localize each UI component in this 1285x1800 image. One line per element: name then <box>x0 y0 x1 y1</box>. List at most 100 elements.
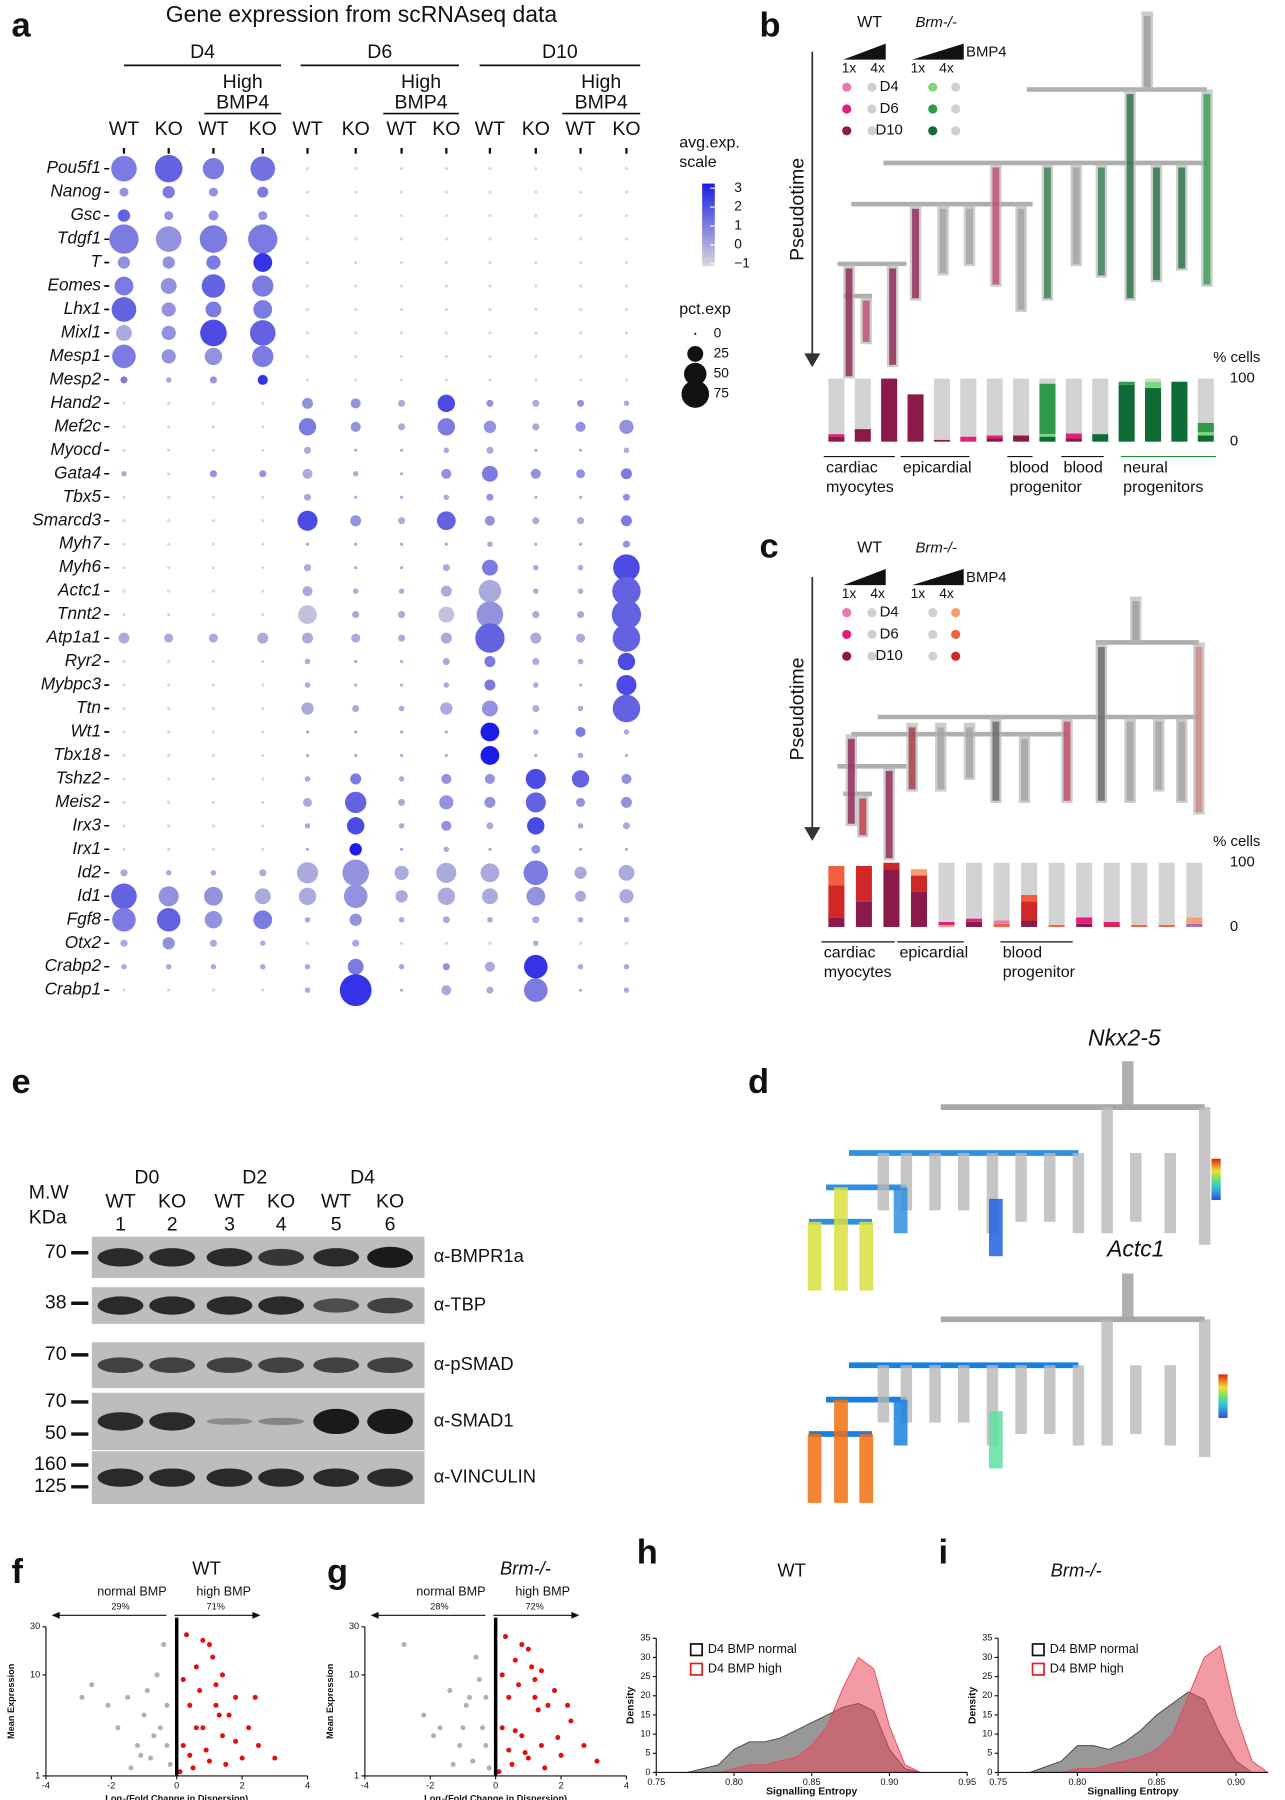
point <box>128 1765 134 1771</box>
bar-segment <box>960 436 977 442</box>
gene-label: Tshz2 <box>56 767 102 787</box>
point <box>210 1654 216 1660</box>
dot <box>167 495 171 499</box>
bar-segment <box>1048 925 1065 927</box>
tree-cells <box>1063 721 1071 801</box>
lane-label: 1 <box>115 1213 126 1235</box>
genotype-label: WT <box>321 1190 351 1212</box>
point <box>535 1707 541 1713</box>
dot <box>253 300 273 319</box>
tree-branch <box>1044 1152 1056 1222</box>
dot <box>620 796 632 808</box>
blot-band <box>206 1468 253 1487</box>
dot <box>534 237 538 241</box>
dot <box>578 495 583 499</box>
dot <box>624 847 629 851</box>
legend-dose: 1x <box>842 60 857 75</box>
antibody-label: α-TBP <box>434 1293 486 1314</box>
dot <box>161 325 176 341</box>
dot <box>578 237 583 241</box>
x-tick-label: 0.75 <box>647 1777 665 1787</box>
dot <box>575 726 586 738</box>
bar-segment <box>883 862 900 870</box>
dot <box>122 706 126 711</box>
y-tick-label: 0 <box>987 1767 992 1777</box>
y-axis-label: % cells <box>1213 834 1260 850</box>
dot <box>211 613 216 617</box>
point <box>89 1682 95 1688</box>
subgroup-label: BMP4 <box>395 91 448 113</box>
tree-cells <box>1178 721 1186 801</box>
density-area <box>687 1656 921 1773</box>
legend-label: D4 BMP high <box>1050 1662 1124 1676</box>
dot <box>398 399 406 407</box>
legend-dot <box>867 82 877 92</box>
tree-branch <box>1198 1107 1211 1245</box>
dot <box>524 978 548 1002</box>
dot <box>167 613 171 617</box>
point <box>151 1733 157 1739</box>
gene-label: Mixl1 <box>61 321 101 341</box>
dot <box>261 401 265 405</box>
dot <box>354 307 358 312</box>
bar-segment <box>1144 378 1162 382</box>
dot <box>578 683 583 687</box>
bar-segment <box>1103 862 1120 922</box>
dot <box>623 963 630 970</box>
bar-segment <box>828 378 845 435</box>
column-label: KO <box>612 118 640 140</box>
point <box>255 1742 261 1749</box>
dot <box>440 585 452 597</box>
tree-branch <box>1122 1273 1134 1320</box>
x-tick-label: 2 <box>240 1781 245 1791</box>
dot <box>444 542 448 546</box>
dot <box>443 447 450 454</box>
dot <box>486 399 494 407</box>
dot <box>623 400 630 407</box>
bar-segment <box>1131 862 1148 926</box>
legend-title: pct.exp <box>679 300 731 318</box>
bar-segment <box>933 378 950 440</box>
point <box>223 1761 229 1767</box>
bar-segment <box>938 925 955 927</box>
dot <box>488 284 492 288</box>
dot <box>261 800 265 804</box>
dot <box>481 700 498 717</box>
dot <box>624 753 629 758</box>
dot <box>442 658 450 666</box>
dot <box>304 682 311 688</box>
blot-band <box>367 1468 414 1487</box>
legend-dot <box>928 629 938 640</box>
tree-cells <box>1126 94 1134 299</box>
group-label: D4 <box>190 41 215 63</box>
dot <box>304 776 311 782</box>
legend-day: D6 <box>880 626 899 642</box>
dot <box>167 824 171 828</box>
dot <box>486 493 494 501</box>
dot <box>161 349 176 364</box>
bar-segment <box>828 434 845 437</box>
dot <box>443 682 450 688</box>
dot <box>342 859 369 887</box>
tree-cells <box>1143 16 1151 88</box>
bar-segment <box>1186 923 1203 927</box>
dot <box>444 284 448 288</box>
dot <box>253 910 273 930</box>
dot <box>624 213 629 218</box>
blot-band <box>206 1296 253 1315</box>
bar-segment <box>1039 383 1056 435</box>
legend-dot <box>951 104 961 114</box>
dot <box>480 863 500 883</box>
dot <box>167 659 171 664</box>
legend-dose: 4x <box>870 586 885 601</box>
blot-band <box>206 1418 253 1425</box>
dot <box>211 566 216 570</box>
dot <box>261 988 265 992</box>
legend-dose: 1x <box>911 60 926 75</box>
dot <box>398 588 405 594</box>
dot <box>441 985 452 996</box>
dot <box>399 284 404 288</box>
dot <box>486 446 494 454</box>
antibody-label: α-SMAD1 <box>434 1409 514 1430</box>
dot <box>442 564 450 572</box>
